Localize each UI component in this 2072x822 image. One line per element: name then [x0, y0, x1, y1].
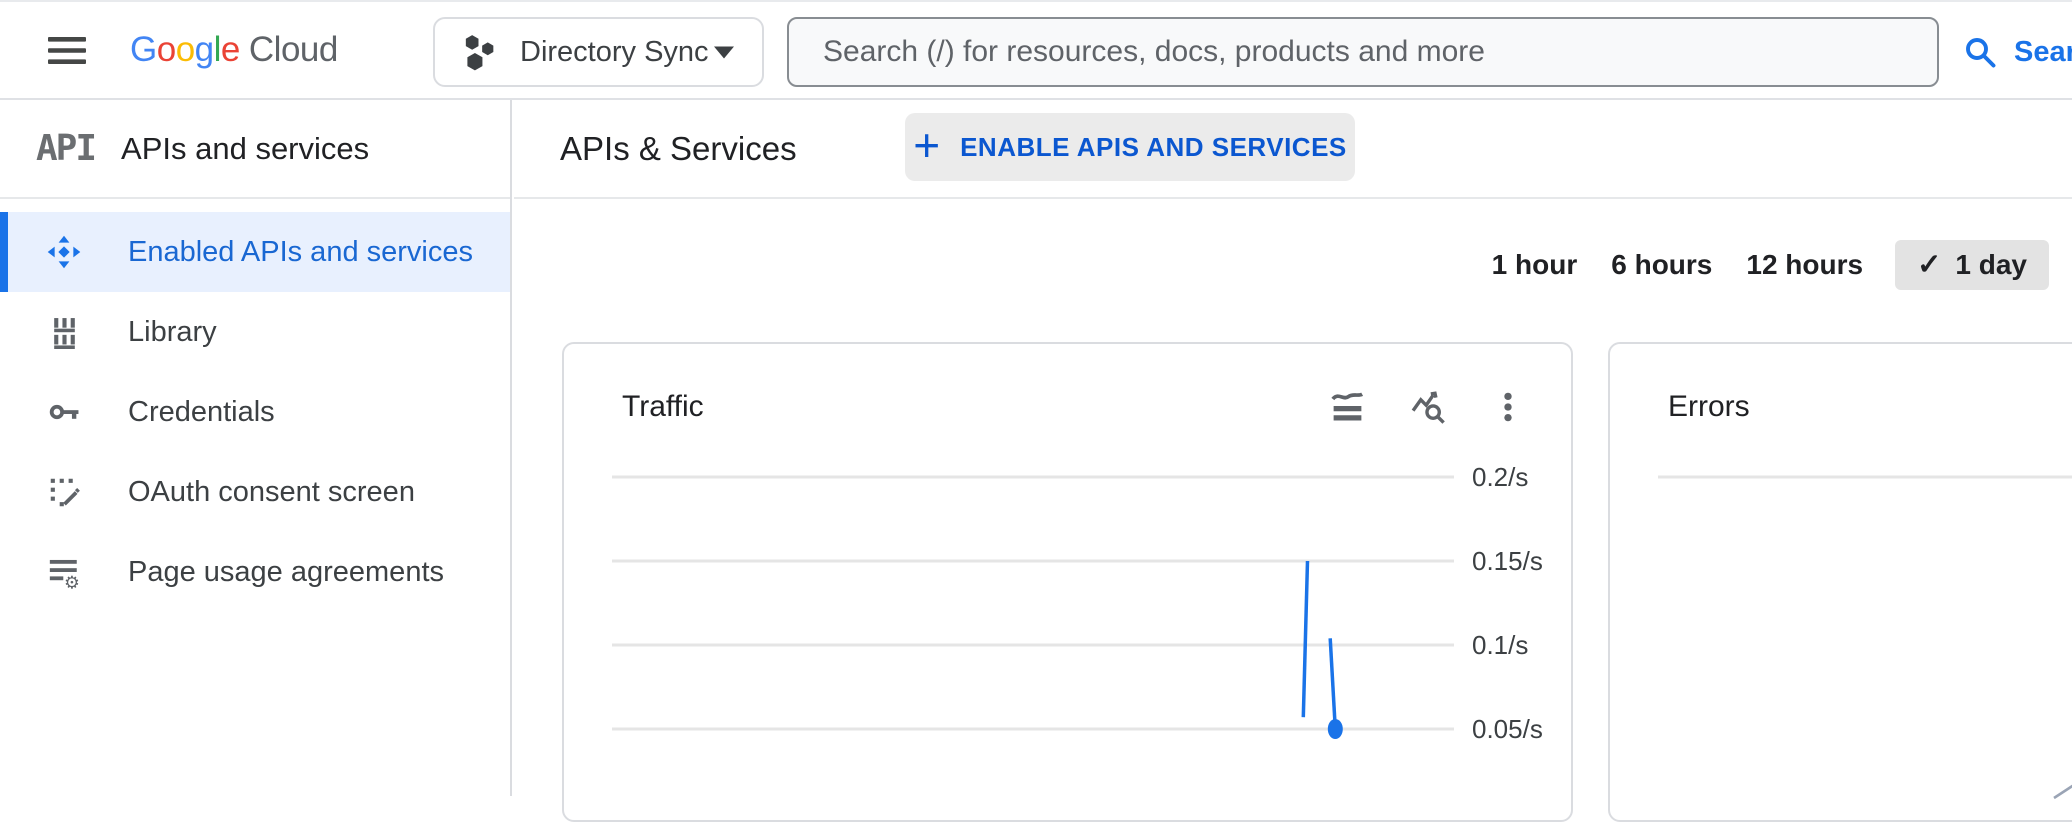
selected-accent-bar — [0, 372, 8, 452]
sidebar-item-credentials[interactable]: Credentials — [0, 372, 510, 452]
enabled-apis-icon — [44, 232, 84, 272]
sidebar-item-label: Library — [128, 315, 217, 348]
time-range-label: 1 day — [1955, 249, 2027, 280]
time-range-label: 12 hours — [1746, 249, 1864, 280]
sidebar-header: API APIs and services — [0, 100, 510, 199]
key-icon — [44, 392, 84, 432]
project-selector[interactable]: Directory Sync — [433, 17, 764, 87]
traffic-card: Traffic — [562, 342, 1573, 822]
top-app-bar: Google Cloud Directory Sync Search — [0, 0, 2072, 100]
traffic-card-header: Traffic — [564, 362, 1571, 452]
project-selector-label: Directory Sync — [520, 35, 709, 68]
more-options-icon[interactable] — [1491, 390, 1525, 424]
check-icon: ✓ — [1917, 248, 1942, 281]
svg-text:0.05/s: 0.05/s — [1472, 714, 1543, 744]
page-agreements-icon: ⚙ — [44, 552, 84, 592]
chart-style-icon[interactable] — [1329, 389, 1366, 426]
errors-card-title: Errors — [1668, 390, 1750, 423]
sidebar-nav: Enabled APIs and services Library Credenti… — [0, 199, 510, 612]
google-wordmark: Google — [130, 30, 240, 70]
page-header: APIs & Services + ENABLE APIS AND SERVIC… — [514, 100, 2072, 199]
sidebar: API APIs and services Enabled APIs and s… — [0, 100, 512, 796]
selected-accent-bar — [0, 532, 8, 612]
project-icon — [463, 34, 496, 71]
explore-metrics-icon[interactable] — [1410, 389, 1447, 426]
search-icon — [1962, 34, 1998, 70]
google-logo-letter: e — [220, 30, 240, 69]
svg-text:0.1/s: 0.1/s — [1472, 630, 1528, 660]
oauth-consent-icon — [44, 472, 84, 512]
traffic-card-actions — [1329, 389, 1525, 426]
main-panel: APIs & Services + ENABLE APIS AND SERVIC… — [514, 100, 2072, 822]
time-range-label: 6 hours — [1611, 249, 1713, 280]
dashboard-content: 1 hour 6 hours 12 hours ✓ 1 day Traffic — [514, 199, 2072, 822]
sidebar-item-library[interactable]: Library — [0, 292, 510, 372]
traffic-card-title: Traffic — [622, 390, 704, 423]
selected-accent-bar — [0, 452, 8, 532]
global-search-bar — [787, 17, 1939, 87]
google-logo-letter: g — [194, 30, 214, 69]
time-range-12-hours[interactable]: 12 hours — [1744, 240, 1865, 290]
time-range-1-hour[interactable]: 1 hour — [1490, 240, 1580, 290]
plus-icon: + — [913, 119, 941, 171]
errors-card: Errors — [1608, 342, 2072, 822]
errors-card-header: Errors — [1610, 362, 2072, 452]
sidebar-item-label: Enabled APIs and services — [128, 235, 473, 268]
time-range-selector: 1 hour 6 hours 12 hours ✓ 1 day — [1490, 239, 2049, 291]
sidebar-item-enabled-apis-and-services[interactable]: Enabled APIs and services — [0, 212, 510, 292]
apis-services-logo: API — [36, 128, 97, 169]
sidebar-item-label: Page usage agreements — [128, 555, 444, 588]
sidebar-item-label: Credentials — [128, 395, 275, 428]
search-button-label: Search — [2014, 35, 2072, 68]
google-logo-letter: l — [213, 30, 222, 69]
google-logo-letter: o — [156, 30, 176, 69]
enable-apis-button[interactable]: + ENABLE APIS AND SERVICES — [905, 113, 1355, 181]
traffic-chart: 0.2/s 0.15/s 0.1/s 0.05/s — [612, 462, 1543, 744]
google-logo-letter: o — [175, 30, 195, 69]
sidebar-item-page-usage-agreements[interactable]: ⚙ Page usage agreements — [0, 532, 510, 612]
search-button[interactable]: Search — [1944, 17, 2072, 87]
google-cloud-logo: Google Cloud — [130, 2, 338, 98]
errors-chart — [1658, 475, 2072, 800]
sidebar-item-oauth-consent-screen[interactable]: OAuth consent screen — [0, 452, 510, 532]
time-range-1-day[interactable]: ✓ 1 day — [1895, 240, 2049, 290]
selected-accent-bar — [0, 292, 8, 372]
search-input[interactable] — [789, 19, 1937, 85]
sidebar-title: APIs and services — [121, 130, 370, 166]
svg-text:0.15/s: 0.15/s — [1472, 546, 1543, 576]
cloud-wordmark: Cloud — [248, 30, 338, 69]
svg-text:0.2/s: 0.2/s — [1472, 462, 1528, 492]
enable-apis-button-label: ENABLE APIS AND SERVICES — [960, 131, 1347, 162]
svg-text:⚙: ⚙ — [64, 573, 80, 589]
menu-hamburger-icon[interactable] — [48, 36, 86, 69]
chevron-down-icon — [712, 45, 736, 60]
page-title: APIs & Services — [560, 129, 797, 167]
sidebar-item-label: OAuth consent screen — [128, 475, 415, 508]
time-range-6-hours[interactable]: 6 hours — [1609, 240, 1714, 290]
selected-accent-bar — [0, 212, 8, 292]
time-range-label: 1 hour — [1491, 249, 1578, 280]
library-icon — [44, 312, 84, 352]
google-logo-letter: G — [130, 30, 157, 69]
